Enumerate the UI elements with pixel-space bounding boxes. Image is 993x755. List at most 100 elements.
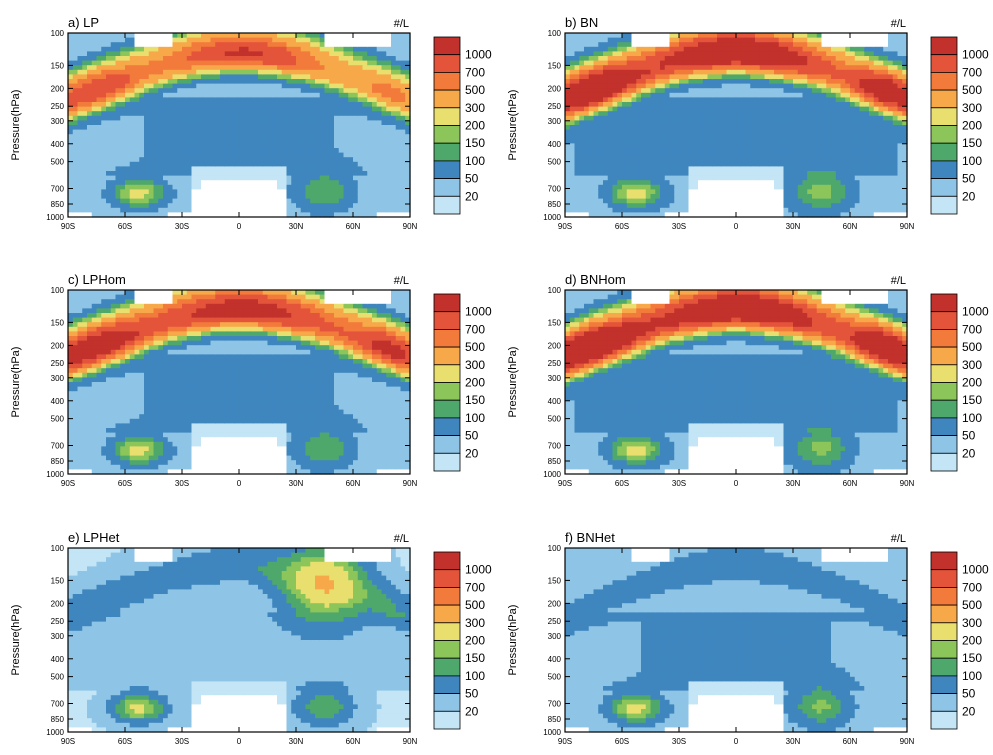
- contour-cell: [650, 69, 656, 75]
- contour-cell: [579, 97, 585, 103]
- contour-cell: [229, 161, 235, 167]
- contour-cell: [163, 207, 169, 213]
- contour-cell: [778, 161, 785, 167]
- contour-cell: [129, 42, 136, 48]
- contour-cell: [353, 161, 359, 167]
- contour-cell: [381, 184, 387, 190]
- contour-cell: [348, 60, 354, 66]
- contour-cell: [253, 180, 259, 186]
- contour-cell: [381, 33, 387, 39]
- contour-cell: [243, 134, 250, 140]
- contour-cell: [774, 56, 780, 62]
- contour-cell: [693, 111, 699, 117]
- contour-cell: [400, 189, 406, 195]
- contour-cell: [612, 161, 618, 167]
- contour-cell: [167, 129, 174, 135]
- contour-cell: [91, 212, 98, 218]
- contour-cell: [239, 106, 245, 112]
- contour-cell: [788, 148, 794, 154]
- contour-cell: [158, 134, 164, 140]
- contour-cell: [636, 97, 642, 103]
- contour-cell: [802, 203, 808, 209]
- contour-cell: [72, 184, 79, 190]
- x-tick-label: 60N: [346, 222, 361, 231]
- contour-cell: [129, 106, 136, 112]
- contour-cell: [683, 51, 690, 57]
- contour-cell: [348, 180, 354, 186]
- contour-cell: [391, 92, 397, 98]
- contour-cell: [783, 97, 789, 103]
- contour-cell: [210, 125, 216, 131]
- contour-cell: [115, 88, 121, 94]
- contour-cell: [134, 79, 140, 85]
- contour-cell: [215, 180, 221, 186]
- contour-cell: [343, 56, 349, 62]
- contour-cell: [626, 138, 633, 144]
- contour-cell: [267, 79, 273, 85]
- contour-cell: [239, 134, 245, 140]
- contour-cell: [607, 194, 614, 200]
- contour-cell: [310, 92, 316, 98]
- contour-cell: [120, 171, 126, 177]
- contour-cell: [272, 207, 278, 213]
- contour-cell: [631, 148, 637, 154]
- contour-cell: [797, 33, 804, 39]
- contour-cell: [660, 161, 666, 167]
- contour-cell: [186, 46, 193, 52]
- contour-cell: [674, 125, 680, 131]
- contour-cell: [224, 143, 231, 149]
- contour-cell: [87, 74, 93, 80]
- contour-cell: [579, 129, 585, 135]
- contour-cell: [205, 138, 212, 144]
- contour-cell: [205, 74, 212, 80]
- contour-cell: [736, 37, 742, 43]
- contour-cell: [253, 92, 259, 98]
- contour-cell: [395, 102, 402, 108]
- contour-cell: [148, 143, 155, 149]
- contour-cell: [186, 171, 193, 177]
- contour-cell: [660, 65, 666, 71]
- contour-cell: [721, 161, 728, 167]
- contour-cell: [158, 97, 164, 103]
- contour-cell: [391, 74, 397, 80]
- contour-cell: [186, 42, 193, 48]
- contour-cell: [802, 60, 808, 66]
- contour-cell: [172, 37, 178, 43]
- contour-cell: [310, 46, 316, 52]
- contour-cell: [617, 83, 623, 89]
- contour-cell: [115, 83, 121, 89]
- contour-cell: [139, 37, 145, 43]
- contour-cell: [115, 125, 121, 131]
- contour-cell: [286, 106, 292, 112]
- contour-cell: [167, 115, 174, 121]
- contour-cell: [712, 184, 718, 190]
- contour-cell: [158, 79, 164, 85]
- contour-cell: [617, 51, 623, 57]
- contour-cell: [120, 129, 126, 135]
- contour-cell: [386, 184, 392, 190]
- contour-cell: [248, 138, 254, 144]
- contour-cell: [186, 180, 193, 186]
- contour-cell: [693, 143, 699, 149]
- contour-cell: [631, 152, 637, 158]
- contour-cell: [655, 138, 661, 144]
- contour-cell: [645, 212, 652, 218]
- contour-cell: [569, 189, 576, 195]
- contour-cell: [683, 125, 690, 131]
- contour-cell: [153, 134, 159, 140]
- contour-cell: [125, 51, 131, 57]
- contour-cell: [755, 207, 761, 213]
- contour-cell: [125, 111, 131, 117]
- contour-cell: [688, 180, 694, 186]
- contour-cell: [395, 42, 402, 48]
- contour-cell: [750, 97, 756, 103]
- contour-cell: [759, 65, 766, 71]
- contour-cell: [167, 189, 174, 195]
- contour-cell: [565, 198, 571, 204]
- contour-cell: [707, 134, 713, 140]
- contour-cell: [726, 115, 732, 121]
- contour-cell: [191, 207, 197, 213]
- contour-cell: [129, 207, 136, 213]
- contour-cell: [272, 92, 278, 98]
- contour-cell: [110, 166, 117, 172]
